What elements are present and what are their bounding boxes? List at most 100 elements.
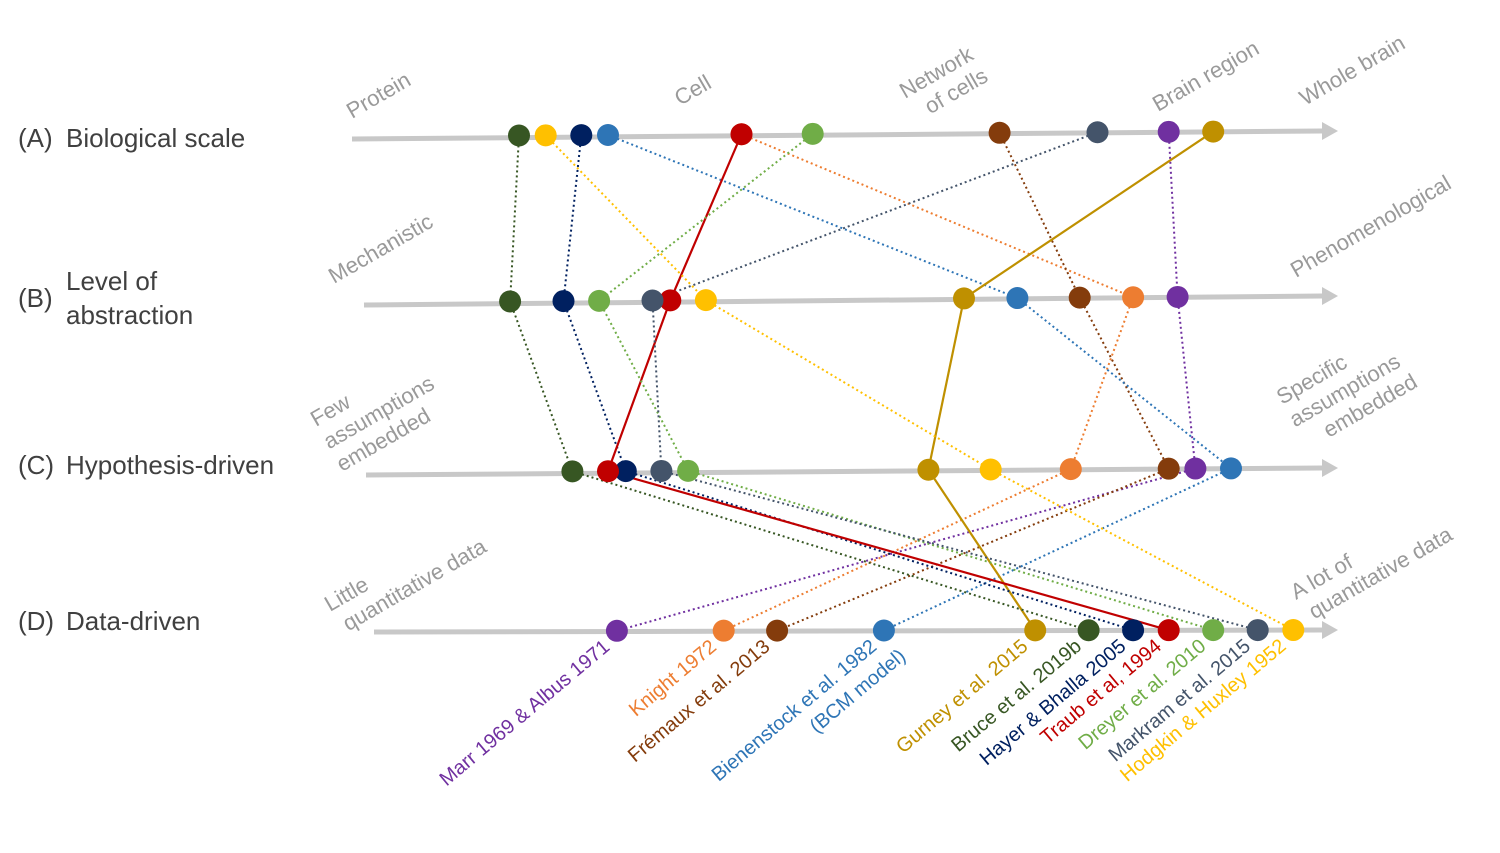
- dot-dreyer-D: [1202, 619, 1225, 642]
- connector-hayer-AB: [562, 135, 583, 302]
- axis-arrow-biological-scale: [1322, 122, 1338, 140]
- connector-marr-CD: [616, 467, 1196, 632]
- connector-bienenstock-AB: [607, 134, 1018, 299]
- connector-fremaux-CD: [776, 467, 1170, 632]
- label-few-assumptions: Few assumptions embedded: [306, 345, 457, 477]
- dot-bienenstock-B: [1006, 287, 1029, 310]
- connector-dreyer-AB: [598, 133, 814, 302]
- row-titles: (A) Biological scale (B) Level of abstra…: [18, 123, 274, 636]
- dot-gurney-C: [917, 458, 940, 481]
- connector-hodgkin-AB: [544, 134, 707, 301]
- dot-hodgkin-D: [1282, 619, 1305, 642]
- row-title-abstraction: Level of abstraction: [66, 266, 193, 330]
- axis-end-labels: Protein Cell Network of cells Brain regi…: [306, 30, 1457, 639]
- row-letter-b: (B): [18, 283, 53, 313]
- connector-bruce-CD: [572, 470, 1089, 632]
- label-specific-assumptions: Specific assumptions embedded: [1272, 323, 1423, 455]
- dot-hayer-C: [614, 460, 637, 483]
- dot-hayer-D: [1122, 619, 1145, 642]
- label-cell: Cell: [670, 70, 715, 111]
- model-label-marr: Marr 1969 & Albus 1971: [436, 636, 615, 791]
- connector-knight-CD: [723, 468, 1072, 632]
- label-little-quantitative-data: Little quantitative data: [320, 511, 491, 639]
- model-label-marr-line-1: Marr 1969 & Albus 1971: [436, 636, 615, 791]
- dot-hodgkin-B: [694, 289, 717, 312]
- label-lot-of-quantitative-data: A lot of quantitative data: [1286, 499, 1457, 627]
- connector-gurney-BC: [927, 298, 966, 470]
- label-network-of-cells: Network of cells: [895, 38, 996, 126]
- dot-knight-B: [1122, 286, 1145, 309]
- connector-hodgkin-BC: [705, 299, 992, 471]
- dot-hodgkin-C: [979, 458, 1002, 481]
- dot-hayer-A: [570, 124, 593, 147]
- connector-markram-AB: [652, 131, 1098, 302]
- dot-markram-D: [1246, 619, 1269, 642]
- axis-line-abstraction: [363, 293, 1323, 308]
- connector-knight-BC: [1069, 296, 1135, 470]
- axis-line-data-driven: [373, 627, 1323, 635]
- dot-marr-C: [1184, 457, 1207, 480]
- dot-bruce-B: [499, 290, 522, 313]
- dot-traub-C: [597, 460, 619, 483]
- dot-traub-B: [659, 289, 682, 312]
- label-protein: Protein: [342, 67, 415, 124]
- dot-bruce-A: [508, 124, 530, 147]
- dot-bienenstock-A: [597, 124, 619, 146]
- dot-bienenstock-D: [872, 619, 895, 642]
- dot-knight-C: [1059, 458, 1082, 481]
- dot-fremaux-A: [988, 121, 1011, 144]
- label-mechanistic: Mechanistic: [324, 209, 437, 289]
- connector-gurney-AB: [963, 130, 1214, 300]
- dot-gurney-A: [1202, 120, 1225, 143]
- dot-traub-D: [1157, 619, 1180, 642]
- dot-markram-A: [1086, 121, 1109, 144]
- dot-marr-D: [605, 619, 628, 642]
- connector-fremaux-AB: [998, 132, 1081, 299]
- model-dots: [499, 120, 1305, 642]
- row-title-biological-scale: Biological scale: [66, 123, 245, 153]
- model-connectors: [509, 130, 1294, 632]
- axes: [351, 122, 1338, 639]
- dot-gurney-D: [1024, 619, 1047, 642]
- connector-dreyer-BC: [598, 300, 689, 472]
- connector-bruce-BC: [509, 301, 574, 472]
- dot-marr-B: [1166, 285, 1189, 308]
- connector-markram-BC: [651, 300, 663, 472]
- connector-gurney-CD: [927, 469, 1037, 631]
- dot-bruce-C: [561, 460, 584, 483]
- model-labels: Marr 1969 & Albus 1971 Knight 1972Frémaux…: [436, 625, 1291, 806]
- axis-arrow-hypothesis-driven: [1322, 459, 1338, 477]
- connector-hayer-BC: [562, 300, 627, 472]
- dot-knight-D: [712, 619, 735, 642]
- dot-hodgkin-A: [534, 124, 557, 147]
- dot-hayer-B: [552, 290, 575, 313]
- axis-arrow-data-driven: [1322, 621, 1338, 639]
- connector-traub-CD: [607, 470, 1169, 632]
- connector-hayer-CD: [625, 470, 1134, 632]
- row-title-abstraction-line-2: abstraction: [66, 300, 193, 330]
- connector-markram-CD: [661, 469, 1258, 632]
- connector-bruce-AB: [509, 135, 520, 302]
- dot-dreyer-A: [801, 122, 824, 145]
- dot-fremaux-C: [1157, 457, 1180, 480]
- dot-bienenstock-C: [1220, 457, 1242, 480]
- dot-fremaux-B: [1068, 286, 1091, 309]
- axis-arrow-abstraction: [1322, 287, 1338, 305]
- connector-bienenstock-CD: [883, 467, 1232, 632]
- connector-traub-BC: [606, 300, 672, 472]
- row-letter-d: (D): [18, 606, 54, 636]
- connector-knight-AB: [741, 133, 1134, 299]
- row-letter-c: (C): [18, 450, 54, 480]
- dot-bruce-D: [1077, 619, 1100, 642]
- dot-marr-A: [1157, 120, 1180, 143]
- model-label-bienenstock: Bienenstock et al. 1982(BCM model): [708, 625, 910, 806]
- label-phenomenological: Phenomenological: [1286, 170, 1455, 282]
- dot-dreyer-B: [588, 289, 611, 312]
- label-brain-region: Brain region: [1148, 35, 1263, 116]
- dot-markram-C: [650, 459, 673, 482]
- label-whole-brain: Whole brain: [1295, 30, 1409, 110]
- dot-dreyer-C: [677, 459, 700, 482]
- connector-bienenstock-BC: [1016, 297, 1232, 470]
- dot-fremaux-D: [766, 619, 789, 642]
